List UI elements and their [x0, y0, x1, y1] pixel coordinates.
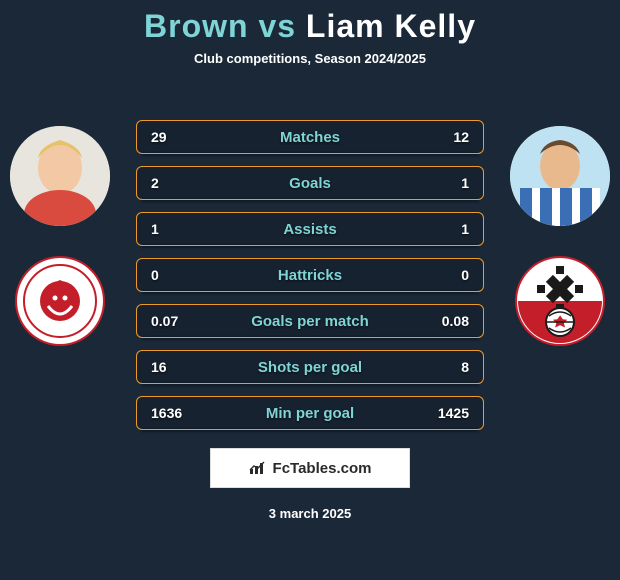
stat-row: 1 Assists 1 — [136, 212, 484, 246]
player1-club-badge — [15, 256, 105, 346]
player1-face-placeholder — [10, 126, 110, 226]
stat-label: Goals per match — [251, 313, 369, 330]
date-label: 3 march 2025 — [0, 506, 620, 521]
stat-value-player2: 1 — [461, 221, 469, 237]
player2-avatar — [510, 126, 610, 226]
player1-avatar — [10, 126, 110, 226]
stat-label: Goals — [289, 175, 331, 192]
chart-icon — [249, 461, 267, 475]
stat-row: 0.07 Goals per match 0.08 — [136, 304, 484, 338]
stat-value-player2: 1425 — [438, 405, 469, 421]
stat-value-player1: 1636 — [151, 405, 182, 421]
stat-value-player2: 0.08 — [442, 313, 469, 329]
stat-row: 16 Shots per goal 8 — [136, 350, 484, 384]
stat-row: 1636 Min per goal 1425 — [136, 396, 484, 430]
stat-label: Assists — [283, 221, 336, 238]
stat-row: 2 Goals 1 — [136, 166, 484, 200]
stats-table: 29 Matches 12 2 Goals 1 1 Assists 1 0 Hattricks 0 0.… — [136, 120, 484, 442]
stat-label: Min per goal — [266, 405, 354, 422]
club-badge-right-icon — [515, 256, 605, 346]
stat-label: Matches — [280, 129, 340, 146]
club-badge-left-icon — [15, 256, 105, 346]
stat-row: 29 Matches 12 — [136, 120, 484, 154]
stat-value-player1: 0 — [151, 267, 159, 283]
brand-badge: FcTables.com — [210, 448, 410, 488]
stat-label: Shots per goal — [258, 359, 362, 376]
stat-row: 0 Hattricks 0 — [136, 258, 484, 292]
stat-label: Hattricks — [278, 267, 342, 284]
stat-value-player1: 29 — [151, 129, 167, 145]
stat-value-player2: 8 — [461, 359, 469, 375]
player2-face-placeholder — [510, 126, 610, 226]
brand-text: FcTables.com — [273, 460, 372, 477]
stat-value-player1: 0.07 — [151, 313, 178, 329]
stat-value-player2: 1 — [461, 175, 469, 191]
subtitle: Club competitions, Season 2024/2025 — [0, 51, 620, 66]
title-player1: Brown — [144, 8, 249, 44]
title-vs: vs — [258, 8, 296, 44]
stat-value-player1: 16 — [151, 359, 167, 375]
stat-value-player1: 2 — [151, 175, 159, 191]
stat-value-player1: 1 — [151, 221, 159, 237]
stat-value-player2: 12 — [453, 129, 469, 145]
player2-club-badge — [515, 256, 605, 346]
title-player2: Liam Kelly — [306, 8, 476, 44]
comparison-title: Brown vs Liam Kelly — [0, 0, 620, 45]
stat-value-player2: 0 — [461, 267, 469, 283]
